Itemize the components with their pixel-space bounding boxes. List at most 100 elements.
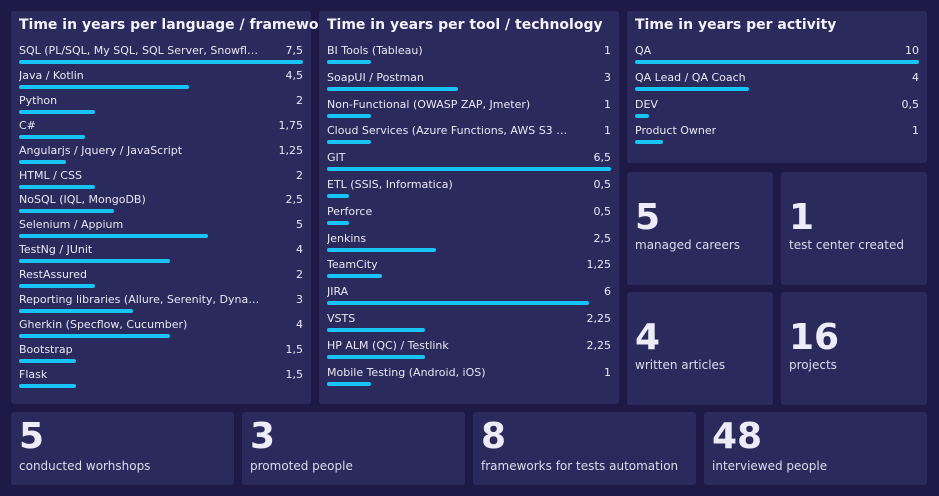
skill-value: 2	[296, 94, 303, 107]
skill-bar	[19, 160, 66, 164]
skill-value: 0,5	[594, 178, 612, 191]
stat-projects: 16 projects	[781, 292, 927, 405]
tools-panel: Time in years per tool / technology BI T…	[319, 11, 619, 404]
skill-row: QA 10	[635, 44, 919, 71]
skill-row: BI Tools (Tableau) 1	[327, 44, 611, 71]
skill-label: Gherkin (Specflow, Cucumber)	[19, 318, 187, 331]
skill-label: NoSQL (IQL, MongoDB)	[19, 193, 146, 206]
stat-label: test center created	[789, 238, 904, 252]
skill-label: RestAssured	[19, 268, 87, 281]
skill-bar	[327, 140, 371, 144]
skill-value: 1	[604, 98, 611, 111]
stat-label: frameworks for tests automation	[481, 459, 678, 473]
skill-label: C#	[19, 119, 36, 132]
skill-row: Product Owner 1	[635, 124, 919, 151]
skill-label: BI Tools (Tableau)	[327, 44, 423, 57]
skill-value: 2,25	[587, 312, 612, 325]
skill-row: Angularjs / Jquery / JavaScript 1,25	[19, 144, 303, 169]
stat-number: 8	[481, 419, 506, 455]
skill-row: GIT 6,5	[327, 151, 611, 178]
skill-row: Java / Kotlin 4,5	[19, 69, 303, 94]
stat-interviewed-people: 48 interviewed people	[704, 412, 927, 485]
skill-label: HP ALM (QC) / Testlink	[327, 339, 449, 352]
skill-bar	[19, 234, 208, 238]
skill-bar	[327, 114, 371, 118]
skill-label: Jenkins	[327, 232, 366, 245]
skill-bar	[19, 110, 95, 114]
skill-bar	[635, 87, 749, 91]
skill-bar	[327, 382, 371, 386]
skill-value: 1	[604, 44, 611, 57]
skill-label: Python	[19, 94, 57, 107]
skill-label: TestNg / JUnit	[19, 243, 92, 256]
skill-value: 3	[604, 71, 611, 84]
skill-bar	[19, 185, 95, 189]
skill-label: SQL (PL/SQL, My SQL, SQL Server, Snowfla…	[19, 44, 263, 57]
skill-value: 3	[296, 293, 303, 306]
skill-bar	[19, 334, 170, 338]
stat-label: interviewed people	[712, 459, 827, 473]
stat-label: promoted people	[250, 459, 353, 473]
skill-bar	[19, 359, 76, 363]
skill-label: SoapUI / Postman	[327, 71, 424, 84]
skill-row: DEV 0,5	[635, 98, 919, 125]
skill-value: 2,5	[286, 193, 304, 206]
skill-bar	[19, 85, 189, 89]
skill-value: 4,5	[286, 69, 304, 82]
skill-label: Mobile Testing (Android, iOS)	[327, 366, 486, 379]
stat-number: 4	[635, 320, 660, 356]
skill-row: VSTS 2,25	[327, 312, 611, 339]
skill-label: Reporting libraries (Allure, Serenity, D…	[19, 293, 263, 306]
languages-panel: Time in years per language / framework S…	[11, 11, 311, 404]
skill-label: Flask	[19, 368, 47, 381]
stat-number: 48	[712, 419, 762, 455]
skill-bar	[327, 328, 425, 332]
skill-value: 2,25	[587, 339, 612, 352]
skill-value: 1,25	[587, 258, 612, 271]
skill-label: QA Lead / QA Coach	[635, 71, 746, 84]
skill-row: HTML / CSS 2	[19, 169, 303, 194]
skill-row: HP ALM (QC) / Testlink 2,25	[327, 339, 611, 366]
skill-row: Selenium / Appium 5	[19, 218, 303, 243]
skill-bar	[327, 194, 349, 198]
skill-row: Bootstrap 1,5	[19, 343, 303, 368]
skill-value: 7,5	[286, 44, 304, 57]
skill-value: 1,75	[279, 119, 304, 132]
stat-test-center: 1 test center created	[781, 172, 927, 285]
skill-label: TeamCity	[327, 258, 378, 271]
skill-bar	[19, 209, 114, 213]
skill-row: RestAssured 2	[19, 268, 303, 293]
stat-frameworks: 8 frameworks for tests automation	[473, 412, 696, 485]
stat-number: 5	[19, 419, 44, 455]
skill-value: 1,25	[279, 144, 304, 157]
stat-label: written articles	[635, 358, 725, 372]
skill-row: ETL (SSIS, Informatica) 0,5	[327, 178, 611, 205]
skill-value: 0,5	[594, 205, 612, 218]
activities-title: Time in years per activity	[635, 17, 836, 33]
skill-label: Selenium / Appium	[19, 218, 123, 231]
skill-value: 1	[604, 124, 611, 137]
skill-label: ETL (SSIS, Informatica)	[327, 178, 453, 191]
skill-value: 2	[296, 169, 303, 182]
skill-bar	[327, 87, 458, 91]
skill-row: Perforce 0,5	[327, 205, 611, 232]
skill-row: TestNg / JUnit 4	[19, 243, 303, 268]
skill-bar	[635, 60, 919, 64]
skill-value: 5	[296, 218, 303, 231]
skill-bar	[327, 301, 589, 305]
stat-number: 3	[250, 419, 275, 455]
skill-bar	[327, 274, 382, 278]
stat-label: managed careers	[635, 238, 740, 252]
languages-title: Time in years per language / framework	[19, 17, 335, 33]
skill-value: 1	[604, 366, 611, 379]
stat-number: 16	[789, 320, 839, 356]
skill-bar	[19, 309, 133, 313]
skill-label: Perforce	[327, 205, 372, 218]
skill-value: 4	[296, 243, 303, 256]
skill-value: 2	[296, 268, 303, 281]
skill-value: 1,5	[286, 343, 304, 356]
skill-value: 0,5	[902, 98, 920, 111]
skill-label: Product Owner	[635, 124, 716, 137]
skill-bar	[19, 60, 303, 64]
skill-row: QA Lead / QA Coach 4	[635, 71, 919, 98]
